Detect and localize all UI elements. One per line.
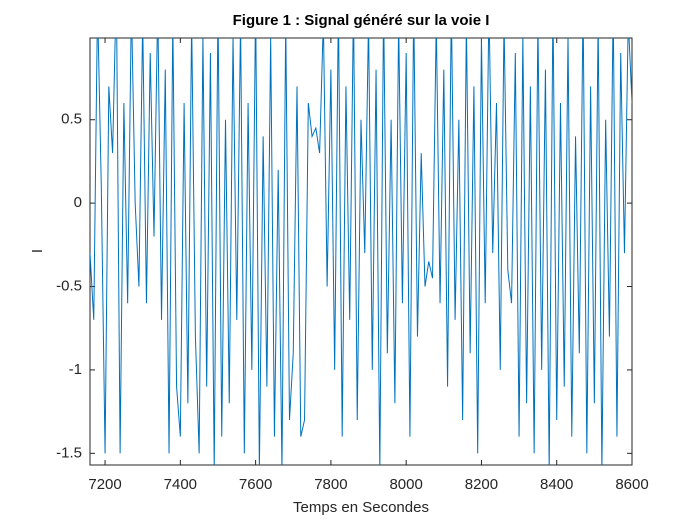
y-axis-label: I xyxy=(29,249,46,253)
signal-line xyxy=(90,38,632,465)
x-tick-label: 8600 xyxy=(615,476,648,493)
y-tick-label: 0.5 xyxy=(61,111,82,128)
y-tick-label: -1.5 xyxy=(56,444,82,461)
x-tick-label: 7600 xyxy=(239,476,272,493)
x-tick-label: 8400 xyxy=(540,476,573,493)
x-axis-label: Temps en Secondes xyxy=(293,499,429,516)
y-tick-label: -0.5 xyxy=(56,277,82,294)
y-tick-label: 0 xyxy=(74,194,82,211)
x-tick-label: 7200 xyxy=(88,476,121,493)
x-tick-label: 8000 xyxy=(389,476,422,493)
x-tick-label: 8200 xyxy=(465,476,498,493)
chart-title: Figure 1 : Signal généré sur la voie I xyxy=(233,12,490,29)
x-tick-label: 7400 xyxy=(164,476,197,493)
x-tick-label: 7800 xyxy=(314,476,347,493)
y-tick-label: -1 xyxy=(69,361,82,378)
